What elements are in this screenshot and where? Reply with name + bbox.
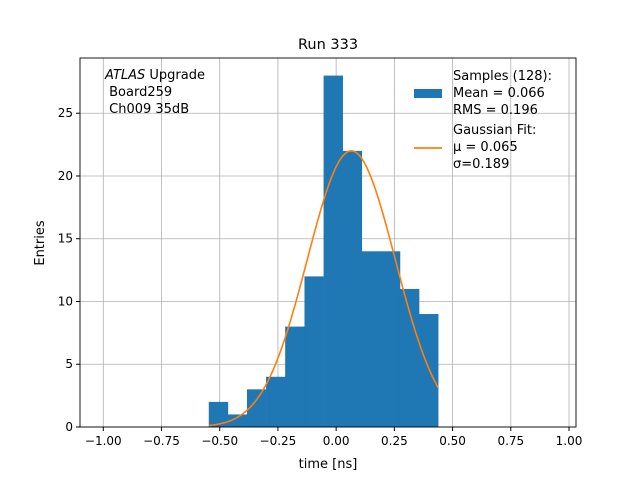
histogram-bar	[246, 389, 267, 427]
x-tick-label: 0.25	[381, 434, 408, 448]
y-tick-label: 25	[58, 106, 73, 120]
legend-text: μ = 0.065	[453, 140, 518, 155]
histogram-bar	[361, 251, 382, 427]
x-tick-label: −1.00	[85, 434, 122, 448]
histogram-bar	[304, 276, 324, 427]
annotation-channel: Ch009 35dB	[105, 102, 189, 117]
annotation-upgrade: Upgrade	[145, 68, 205, 83]
x-tick-label: 0.75	[497, 434, 524, 448]
x-tick-label: 0.00	[323, 434, 350, 448]
legend-text: Mean = 0.066	[453, 86, 545, 101]
y-tick-label: 10	[58, 294, 73, 308]
y-tick-label: 5	[65, 357, 73, 371]
x-tick-label: 1.00	[556, 434, 583, 448]
legend: Samples (128): Mean = 0.066 RMS = 0.196 G…	[414, 69, 552, 172]
annotation-board: Board259	[105, 85, 172, 100]
histogram-bar	[323, 75, 343, 428]
histogram-bar	[380, 251, 401, 427]
y-tick-label: 0	[65, 420, 73, 434]
legend-samples-swatch	[414, 89, 442, 98]
atlas-annotation: ATLAS Upgrade Board259 Ch009 35dB	[104, 68, 205, 117]
histogram-bar	[285, 326, 305, 427]
atlas-label: ATLAS	[104, 68, 145, 83]
axes-frame	[79, 57, 577, 428]
histogram-bar	[208, 401, 229, 427]
gaussian-fit-line	[208, 150, 439, 427]
x-tick-label: −0.50	[201, 434, 238, 448]
y-tick-label: 20	[58, 169, 73, 183]
x-axis-label: time [ns]	[299, 457, 358, 472]
y-axis-label: Entries	[33, 220, 48, 266]
svg-text:ATLAS Upgrade: ATLAS Upgrade	[104, 68, 205, 83]
chart-title: Run 333	[298, 37, 358, 53]
histogram-bar	[399, 288, 420, 427]
x-tick-label: 0.50	[439, 434, 466, 448]
legend-text: Samples (128):	[453, 69, 552, 84]
histogram-bar	[227, 414, 248, 427]
legend-text: Gaussian Fit:	[453, 123, 536, 138]
y-tick-label: 15	[58, 232, 73, 246]
histogram-bar	[419, 314, 439, 427]
x-tick-label: −0.25	[260, 434, 297, 448]
legend-text: σ=0.189	[453, 157, 509, 172]
histogram-bar	[342, 150, 363, 427]
legend-text: RMS = 0.196	[453, 103, 538, 118]
histogram-bar	[266, 376, 286, 427]
x-tick-label: −0.75	[143, 434, 180, 448]
